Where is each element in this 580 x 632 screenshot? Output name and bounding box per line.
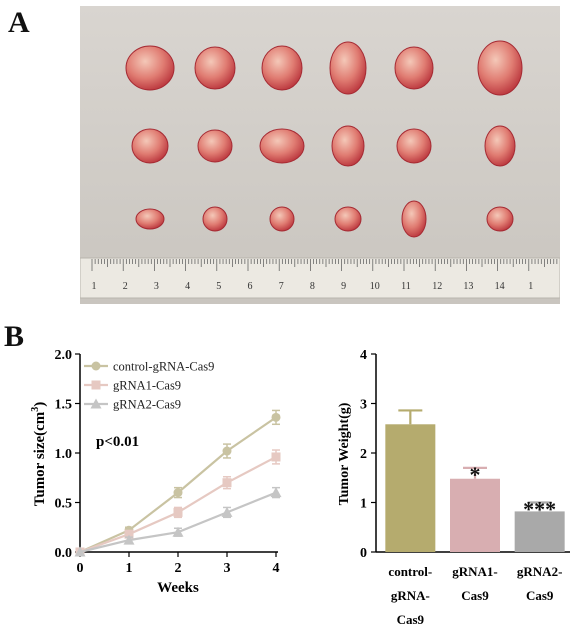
p-value-annotation: p<0.01 <box>96 434 139 450</box>
line-chart-y-tick-label: 1.5 <box>55 398 73 413</box>
line-chart-x-tick-label: 1 <box>126 561 133 576</box>
data-point-gRNA2-Cas9-1 <box>123 534 135 545</box>
legend-label-gRNA1-Cas9: gRNA1-Cas9 <box>113 379 181 393</box>
tumor-2-3 <box>259 128 305 164</box>
ruler-number: 8 <box>310 281 315 292</box>
tumor-2-4 <box>331 125 365 167</box>
data-point-gRNA2-Cas9-3 <box>221 506 233 517</box>
line-chart-x-tick-label: 4 <box>273 561 280 576</box>
ruler-number: 10 <box>370 281 380 292</box>
tumor-2-5 <box>396 128 432 164</box>
category-label-gRNA1-Cas9: gRNA1- <box>452 564 498 579</box>
tumor-3-6 <box>486 206 514 232</box>
ruler-number: 1 <box>528 281 533 292</box>
panel-label-b: B <box>4 320 25 353</box>
legend-label-control-gRNA-Cas9: control-gRNA-Cas9 <box>113 360 214 374</box>
category-label-control-gRNA-Cas9: Cas9 <box>397 612 425 627</box>
ruler-number: 11 <box>401 281 411 292</box>
data-point-gRNA1-Cas9-1 <box>124 529 134 539</box>
tumor-3-4 <box>334 206 362 232</box>
bar-chart-y-tick-label: 0 <box>360 546 367 561</box>
ruler: 1 2 3 4 5 6 7 8 9 10 11 12 13 14 1 <box>80 257 560 299</box>
ruler-number: 6 <box>248 281 253 292</box>
ruler-number: 4 <box>185 281 190 292</box>
line-chart-axes: 0.0 0.5 1.0 1.5 2.0 0 1 2 3 4 <box>55 348 280 576</box>
ruler-number: 7 <box>279 281 284 292</box>
legend-marker-control-gRNA-Cas9 <box>91 361 101 371</box>
bar-chart-categories: control-gRNA- Cas9 gRNA1- Cas9 gRNA2- Cas9 <box>388 564 562 627</box>
tumor-3-1 <box>135 208 165 230</box>
bar-control-gRNA-Cas9 <box>385 424 436 552</box>
tumor-1-2 <box>194 46 236 90</box>
data-point-control-gRNA-Cas9-2 <box>173 488 183 498</box>
tumor-3-5 <box>401 200 427 238</box>
ruler-number: 1 <box>92 281 97 292</box>
line-chart-y-tick-label: 0.5 <box>55 497 73 512</box>
legend-marker-gRNA2-Cas9 <box>90 398 102 409</box>
bar-gRNA2-Cas9 <box>514 511 565 552</box>
panel-label-a: A <box>8 6 30 39</box>
data-point-gRNA1-Cas9-4 <box>271 452 281 462</box>
tumor-3-2 <box>202 206 228 232</box>
ruler-number: 12 <box>432 281 442 292</box>
data-point-gRNA2-Cas9-4 <box>270 487 282 498</box>
tumor-1-5 <box>394 46 434 90</box>
line-chart-y-tick-label: 1.0 <box>55 447 73 462</box>
tumor-1-1 <box>125 45 175 91</box>
tumor-1-6 <box>477 40 523 96</box>
line-chart-series <box>74 409 282 557</box>
series-control-gRNA-Cas9 <box>75 409 281 557</box>
line-chart-x-axis-label: Weeks <box>157 580 199 596</box>
tumor-1-4 <box>329 41 367 95</box>
significance-marker-gRNA2-Cas9: *** <box>523 497 556 522</box>
ruler-number: 13 <box>463 281 473 292</box>
data-point-control-gRNA-Cas9-3 <box>222 446 232 456</box>
category-label-control-gRNA-Cas9: control- <box>388 564 432 579</box>
data-point-gRNA2-Cas9-2 <box>172 526 184 537</box>
bar-chart-bars: **** <box>385 409 565 552</box>
tumor-photo: 1 2 3 4 5 6 7 8 9 10 11 12 13 14 1 <box>80 6 560 304</box>
tumor-specimens <box>125 40 523 238</box>
line-chart-legend: control-gRNA-Cas9 gRNA1-Cas9 gRNA2-Cas9 <box>84 360 214 412</box>
ruler-body <box>80 257 560 299</box>
tumor-2-6 <box>484 125 516 167</box>
tumor-1-3 <box>261 45 303 91</box>
tumor-2-1 <box>131 128 169 164</box>
line-chart-x-tick-label: 2 <box>175 561 182 576</box>
tumor-size-line-chart: 0.0 0.5 1.0 1.5 2.0 0 1 2 3 4 Tumor size(cm3) Wee… <box>30 348 282 596</box>
data-point-gRNA1-Cas9-2 <box>173 507 183 517</box>
ruler-number: 5 <box>216 281 221 292</box>
bar-chart-y-axis-label: Tumor Weight(g) <box>337 402 352 505</box>
data-point-control-gRNA-Cas9-4 <box>271 412 281 422</box>
bar-gRNA1-Cas9 <box>450 478 500 552</box>
bar-chart-y-tick-label: 4 <box>360 348 367 363</box>
line-chart-x-tick-label: 0 <box>77 561 84 576</box>
category-label-gRNA1-Cas9: Cas9 <box>461 588 489 603</box>
ruler-number: 2 <box>123 281 128 292</box>
significance-marker-gRNA1-Cas9: * <box>470 462 481 487</box>
bar-chart-y-tick-label: 3 <box>360 398 367 413</box>
category-label-gRNA2-Cas9: Cas9 <box>526 588 554 603</box>
series-gRNA2-Cas9 <box>74 486 282 557</box>
legend-label-gRNA2-Cas9: gRNA2-Cas9 <box>113 398 181 412</box>
legend-marker-gRNA1-Cas9 <box>91 380 101 390</box>
bar-chart-y-tick-label: 2 <box>360 447 367 462</box>
ruler-number: 3 <box>154 281 159 292</box>
data-point-gRNA1-Cas9-3 <box>222 478 232 488</box>
category-label-control-gRNA-Cas9: gRNA- <box>391 588 430 603</box>
line-chart-x-tick-label: 3 <box>224 561 231 576</box>
line-chart-y-tick-label: 0.0 <box>55 546 73 561</box>
data-point-gRNA2-Cas9-0 <box>74 546 86 557</box>
ruler-number: 9 <box>341 281 346 292</box>
bar-chart-y-tick-label: 1 <box>360 497 367 512</box>
category-label-gRNA2-Cas9: gRNA2- <box>517 564 563 579</box>
ruler-number: 14 <box>495 281 505 292</box>
tumor-2-2 <box>197 129 233 163</box>
tumor-3-3 <box>269 206 295 232</box>
line-chart-y-tick-label: 2.0 <box>55 348 73 363</box>
line-chart-y-axis-label: Tumor size(cm3) <box>30 402 48 507</box>
series-line-gRNA2-Cas9 <box>79 491 277 554</box>
